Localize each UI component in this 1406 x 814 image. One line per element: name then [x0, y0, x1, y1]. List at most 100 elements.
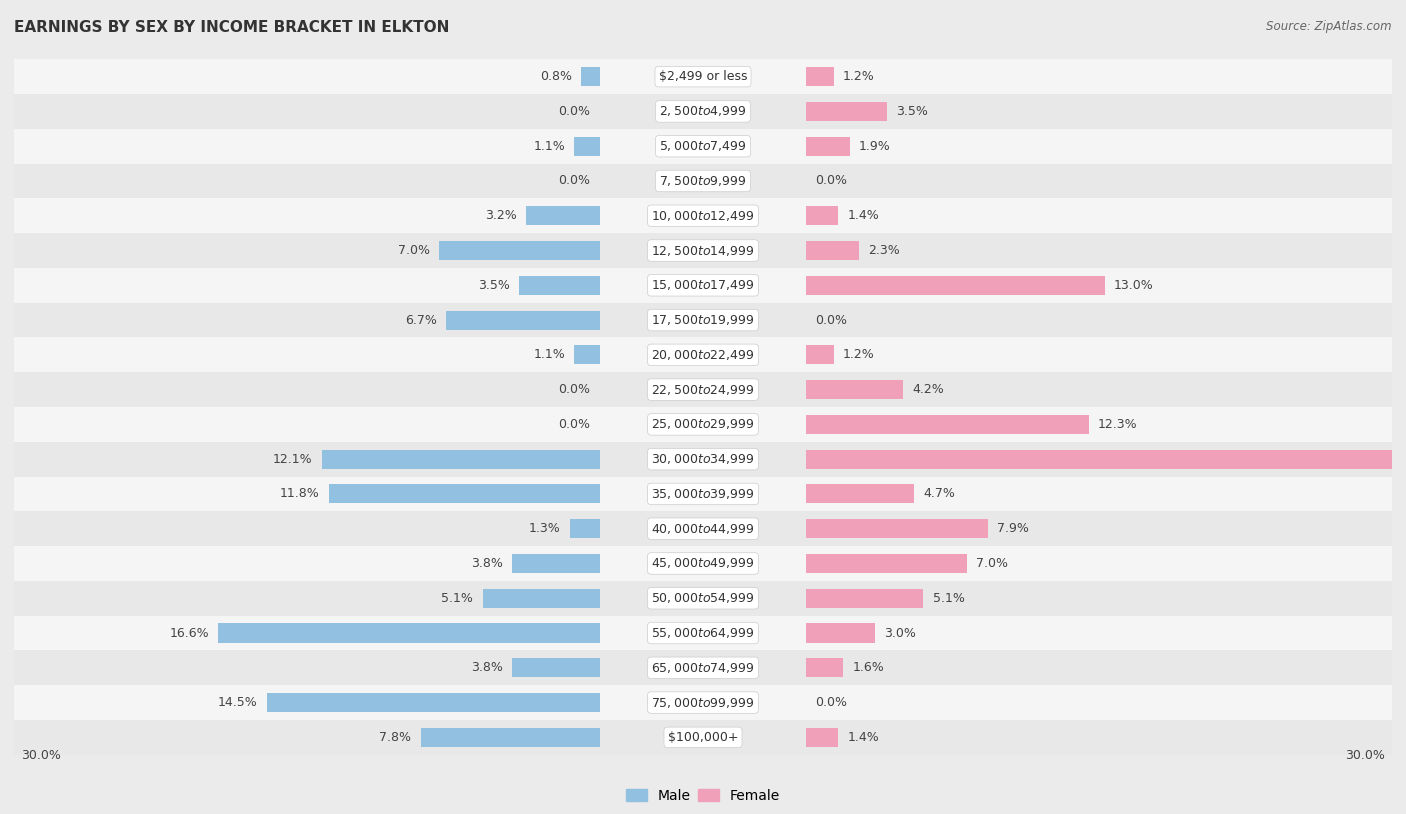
Text: $75,000 to $99,999: $75,000 to $99,999 [651, 696, 755, 710]
Bar [14, 233, 1392, 268]
Text: $2,500 to $4,999: $2,500 to $4,999 [659, 104, 747, 118]
Text: 4.2%: 4.2% [912, 383, 943, 396]
Text: $12,500 to $14,999: $12,500 to $14,999 [651, 243, 755, 257]
Text: $15,000 to $17,499: $15,000 to $17,499 [651, 278, 755, 292]
Bar [807, 345, 834, 365]
Text: 3.5%: 3.5% [896, 105, 928, 118]
Text: 1.2%: 1.2% [844, 70, 875, 83]
Bar [14, 442, 1392, 476]
Bar [218, 624, 599, 642]
Bar [420, 728, 599, 747]
Text: $65,000 to $74,999: $65,000 to $74,999 [651, 661, 755, 675]
Text: 0.0%: 0.0% [558, 105, 591, 118]
Text: 7.8%: 7.8% [380, 731, 412, 744]
Text: 5.1%: 5.1% [441, 592, 474, 605]
Text: 3.5%: 3.5% [478, 279, 510, 291]
Bar [569, 519, 599, 538]
Legend: Male, Female: Male, Female [620, 783, 786, 808]
Text: $40,000 to $44,999: $40,000 to $44,999 [651, 522, 755, 536]
Bar [807, 415, 1088, 434]
Bar [512, 659, 599, 677]
Text: $45,000 to $49,999: $45,000 to $49,999 [651, 557, 755, 571]
Text: $50,000 to $54,999: $50,000 to $54,999 [651, 591, 755, 606]
Bar [526, 206, 599, 225]
Text: 3.0%: 3.0% [884, 627, 917, 640]
Bar [322, 449, 599, 469]
Bar [807, 276, 1105, 295]
Text: 6.7%: 6.7% [405, 313, 437, 326]
Text: 12.3%: 12.3% [1098, 418, 1137, 431]
Text: 7.9%: 7.9% [997, 523, 1029, 535]
Bar [14, 650, 1392, 685]
Text: 5.1%: 5.1% [932, 592, 965, 605]
Bar [807, 380, 903, 399]
Bar [807, 554, 967, 573]
Bar [575, 345, 599, 365]
Text: $35,000 to $39,999: $35,000 to $39,999 [651, 487, 755, 501]
Text: 12.1%: 12.1% [273, 453, 312, 466]
Text: 3.8%: 3.8% [471, 661, 503, 674]
Text: EARNINGS BY SEX BY INCOME BRACKET IN ELKTON: EARNINGS BY SEX BY INCOME BRACKET IN ELK… [14, 20, 450, 35]
Text: 3.8%: 3.8% [471, 557, 503, 570]
Bar [14, 199, 1392, 233]
Bar [807, 484, 914, 504]
Bar [807, 206, 838, 225]
Bar [14, 129, 1392, 164]
Text: 0.8%: 0.8% [540, 70, 572, 83]
Bar [807, 589, 924, 608]
Bar [14, 338, 1392, 372]
Text: 1.4%: 1.4% [848, 731, 879, 744]
Bar [14, 59, 1392, 94]
Text: $30,000 to $34,999: $30,000 to $34,999 [651, 452, 755, 466]
Text: $22,500 to $24,999: $22,500 to $24,999 [651, 383, 755, 396]
Bar [807, 728, 838, 747]
Text: $5,000 to $7,499: $5,000 to $7,499 [659, 139, 747, 153]
Bar [14, 546, 1392, 581]
Text: $2,499 or less: $2,499 or less [659, 70, 747, 83]
Bar [14, 407, 1392, 442]
Bar [446, 310, 599, 330]
Bar [14, 268, 1392, 303]
Bar [14, 476, 1392, 511]
Text: $17,500 to $19,999: $17,500 to $19,999 [651, 313, 755, 327]
Bar [14, 94, 1392, 129]
Text: $20,000 to $22,499: $20,000 to $22,499 [651, 348, 755, 362]
Bar [575, 137, 599, 155]
Bar [14, 164, 1392, 199]
Bar [807, 624, 875, 642]
Bar [807, 241, 859, 260]
Bar [329, 484, 599, 504]
Bar [807, 659, 844, 677]
Text: $55,000 to $64,999: $55,000 to $64,999 [651, 626, 755, 640]
Text: 0.0%: 0.0% [815, 174, 848, 187]
Bar [482, 589, 599, 608]
Text: 0.0%: 0.0% [558, 174, 591, 187]
Text: $25,000 to $29,999: $25,000 to $29,999 [651, 418, 755, 431]
Text: 30.0%: 30.0% [1346, 750, 1385, 763]
Bar [14, 581, 1392, 615]
Text: 0.0%: 0.0% [558, 418, 591, 431]
Text: 0.0%: 0.0% [815, 696, 848, 709]
Bar [439, 241, 599, 260]
Bar [807, 519, 988, 538]
Bar [807, 67, 834, 86]
Text: 30.0%: 30.0% [21, 750, 60, 763]
Bar [512, 554, 599, 573]
Text: 0.0%: 0.0% [815, 313, 848, 326]
Text: 14.5%: 14.5% [218, 696, 257, 709]
Text: Source: ZipAtlas.com: Source: ZipAtlas.com [1267, 20, 1392, 33]
Bar [807, 449, 1406, 469]
Bar [14, 511, 1392, 546]
Text: 4.7%: 4.7% [924, 488, 955, 501]
Text: 16.6%: 16.6% [170, 627, 209, 640]
Text: $100,000+: $100,000+ [668, 731, 738, 744]
Text: 13.0%: 13.0% [1114, 279, 1154, 291]
Text: 1.4%: 1.4% [848, 209, 879, 222]
Text: 2.3%: 2.3% [869, 244, 900, 257]
Text: 11.8%: 11.8% [280, 488, 319, 501]
Bar [14, 615, 1392, 650]
Text: $7,500 to $9,999: $7,500 to $9,999 [659, 174, 747, 188]
Bar [267, 693, 599, 712]
Text: 1.3%: 1.3% [529, 523, 561, 535]
Text: 1.1%: 1.1% [533, 140, 565, 153]
